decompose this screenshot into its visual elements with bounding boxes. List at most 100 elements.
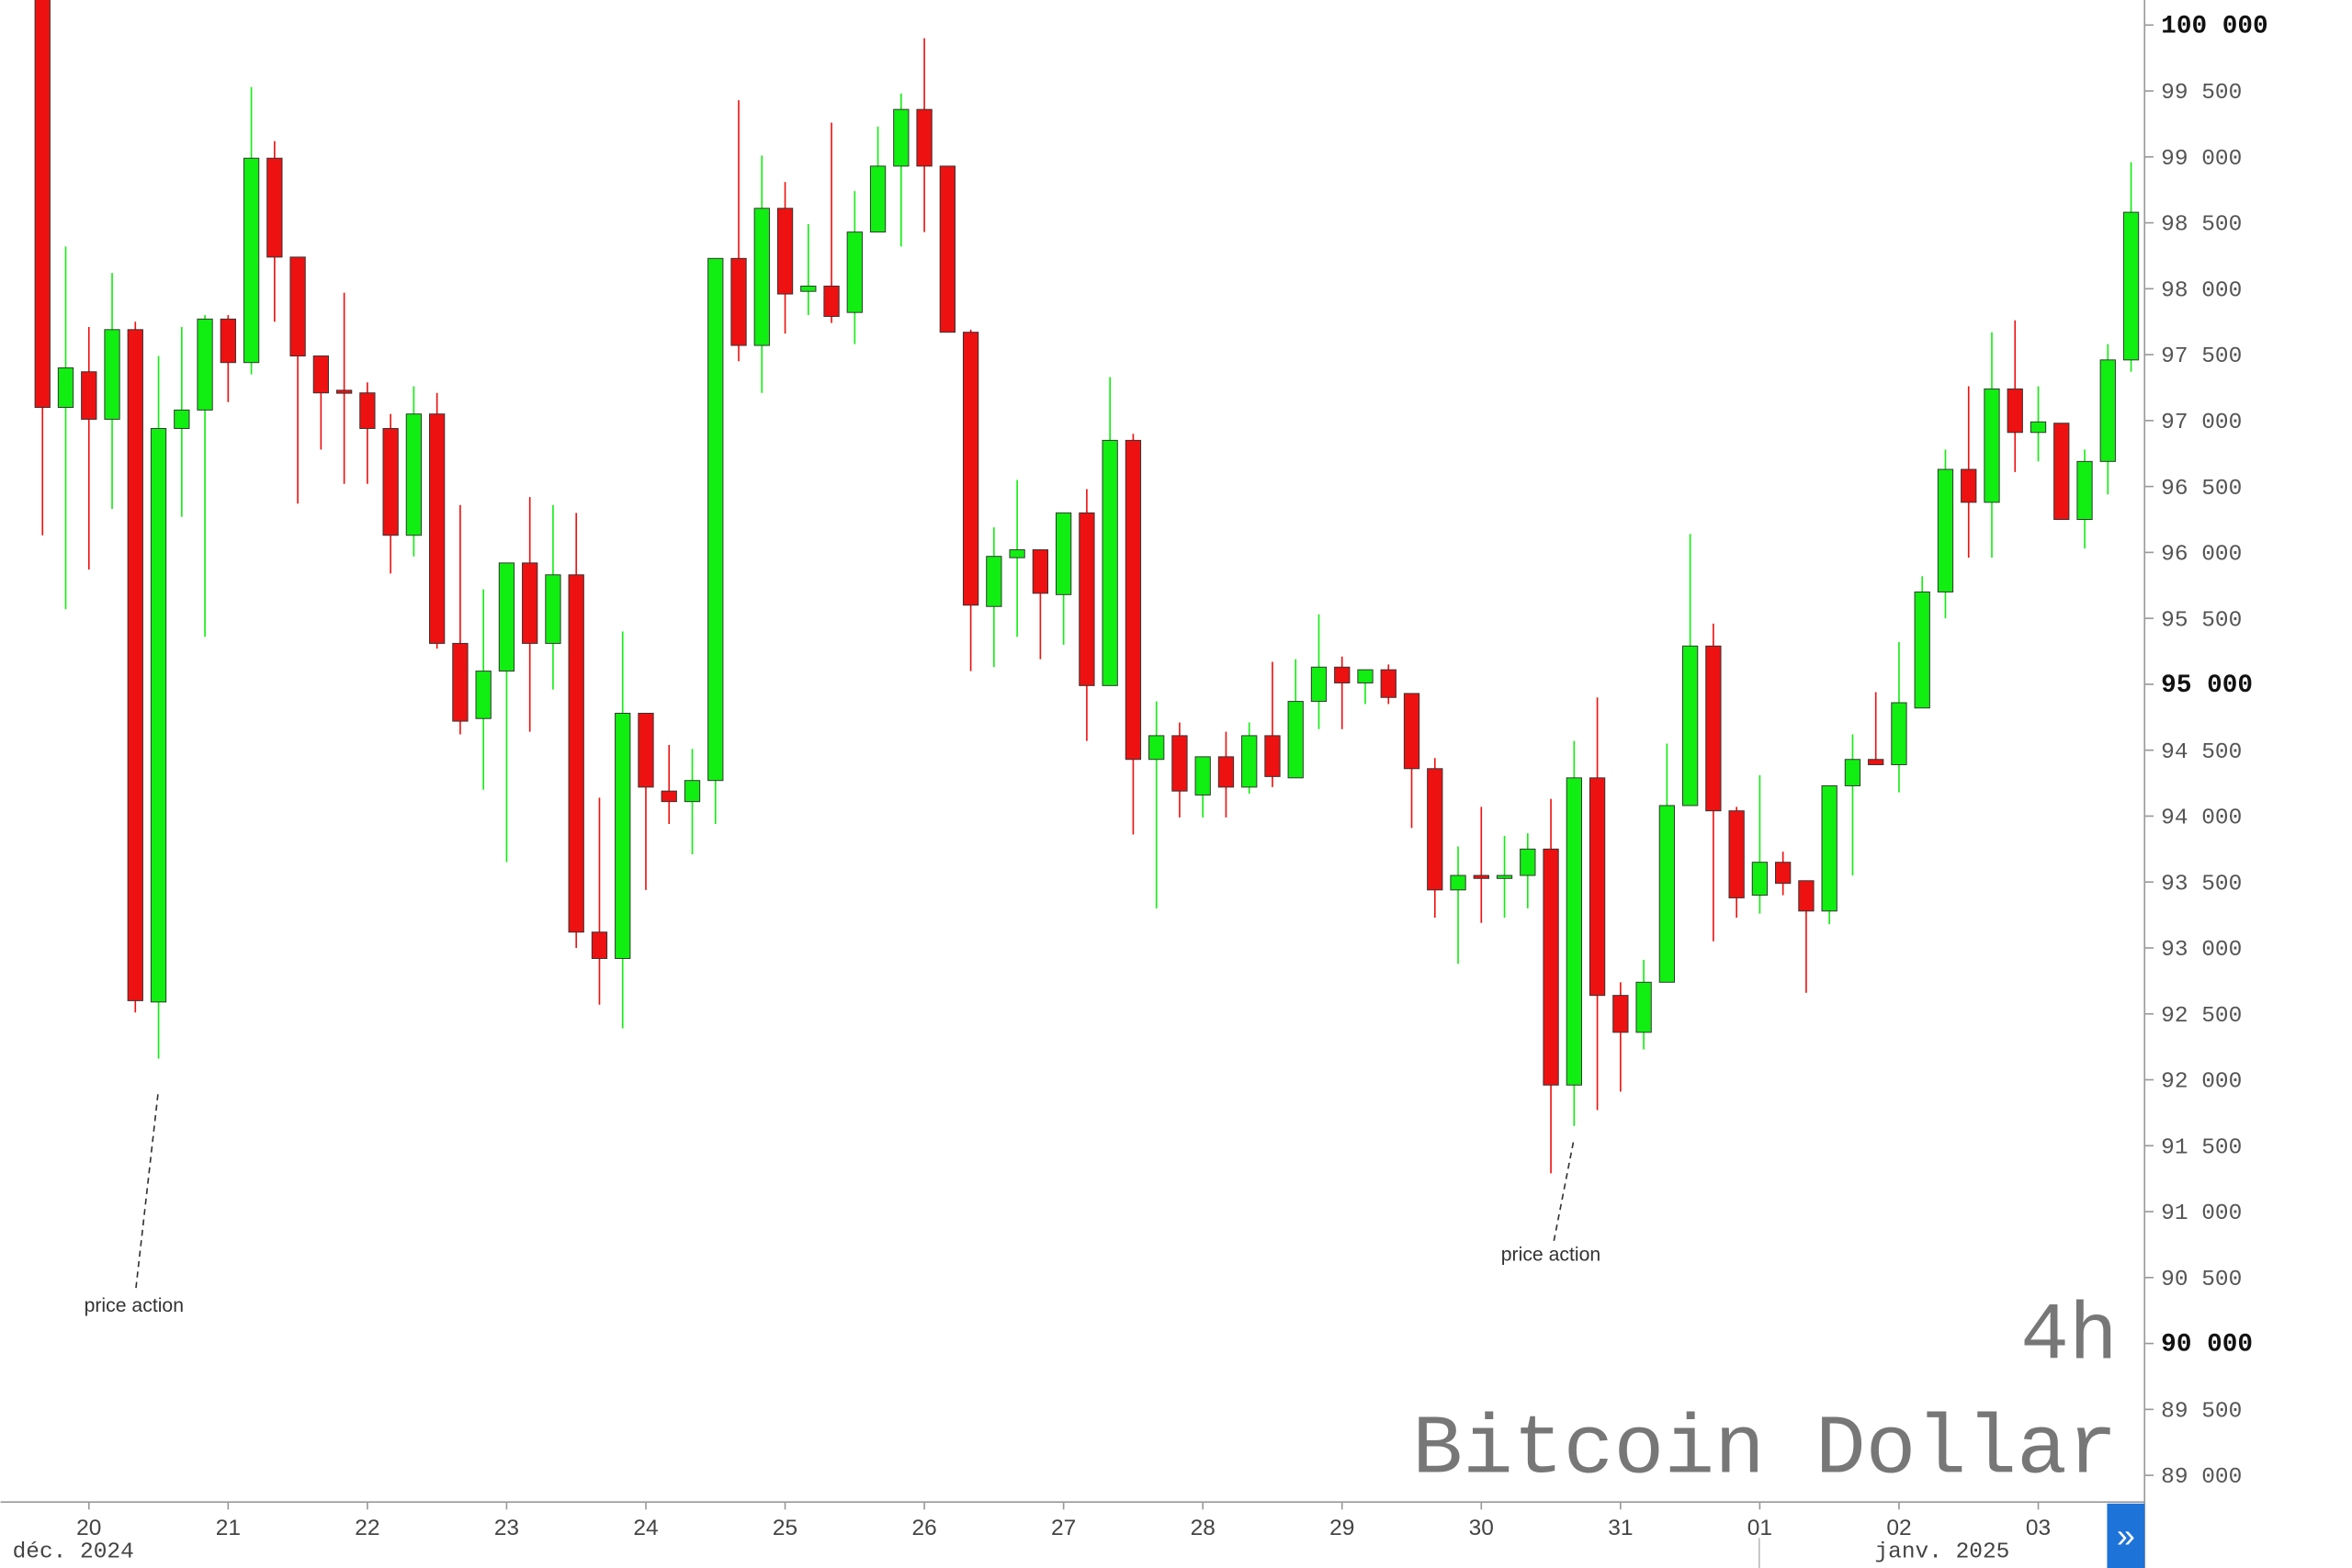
candle-body bbox=[1520, 848, 1536, 876]
plot-area bbox=[34, 0, 2140, 1174]
candle-body bbox=[1427, 768, 1443, 891]
x-tick-label: 01 bbox=[1747, 1516, 1772, 1540]
x-tick-label: 31 bbox=[1608, 1516, 1633, 1540]
candle-body bbox=[776, 208, 794, 295]
candle-body bbox=[1914, 591, 1930, 709]
y-tick-label: 93 500 bbox=[2161, 872, 2242, 897]
y-tick-label: 96 000 bbox=[2161, 543, 2242, 568]
candle-body bbox=[916, 108, 933, 167]
candle-body bbox=[266, 157, 283, 258]
candle-body bbox=[1589, 777, 1606, 997]
candle-body bbox=[615, 713, 631, 959]
candle-body bbox=[1681, 645, 1699, 807]
candle-body bbox=[707, 257, 724, 782]
candle-body bbox=[243, 157, 260, 364]
candle-body bbox=[2122, 211, 2140, 361]
scroll-button-icon[interactable]: » bbox=[2117, 1517, 2135, 1554]
candle-body bbox=[57, 367, 74, 408]
candle-body bbox=[1102, 439, 1118, 686]
x-tick-label: 03 bbox=[2026, 1516, 2051, 1540]
candle-body bbox=[2030, 421, 2047, 434]
candle-body bbox=[475, 671, 492, 719]
candle-body bbox=[1984, 388, 2000, 503]
candle-body bbox=[823, 285, 840, 317]
candle-body bbox=[522, 562, 538, 644]
annotation: price action bbox=[1501, 1244, 1600, 1265]
candle-body bbox=[1705, 645, 1722, 812]
y-tick-label: 95 000 bbox=[2161, 671, 2253, 700]
x-tick-label: 21 bbox=[216, 1516, 241, 1540]
candle-body bbox=[753, 208, 770, 346]
x-tick-label: 25 bbox=[773, 1516, 797, 1540]
candle-body bbox=[429, 413, 446, 644]
candle-body bbox=[2099, 359, 2116, 462]
candle-body bbox=[312, 355, 330, 394]
candle-body bbox=[545, 574, 561, 644]
candle-body bbox=[1403, 693, 1420, 770]
x-tick-label: 20 bbox=[76, 1516, 101, 1540]
candle-body bbox=[1241, 735, 1258, 788]
candle-body bbox=[1217, 756, 1235, 788]
candle-body bbox=[335, 389, 353, 394]
y-tick-label: 92 500 bbox=[2161, 1004, 2242, 1029]
candle-body bbox=[104, 329, 120, 420]
candle-body bbox=[869, 165, 887, 233]
x-tick-label: 22 bbox=[355, 1516, 379, 1540]
candle-body bbox=[661, 790, 677, 803]
y-tick-label: 98 500 bbox=[2161, 213, 2242, 238]
month-label: déc. 2024 bbox=[13, 1540, 134, 1565]
candle-body bbox=[1658, 805, 1676, 983]
candle-body bbox=[1264, 735, 1281, 777]
candle-body bbox=[730, 257, 747, 346]
candle-body bbox=[893, 108, 910, 167]
candle-body bbox=[800, 285, 817, 292]
candle-body bbox=[1891, 702, 1907, 765]
candle-body bbox=[1496, 874, 1513, 879]
candle-body bbox=[1775, 862, 1792, 885]
candle-body bbox=[1450, 874, 1466, 891]
candle-body bbox=[1357, 669, 1374, 683]
candle-body bbox=[591, 931, 608, 959]
candle-body bbox=[1844, 759, 1861, 786]
candle-body bbox=[1125, 439, 1142, 761]
candle-body bbox=[638, 713, 654, 788]
x-tick-label: 02 bbox=[1886, 1516, 1911, 1540]
candle-body bbox=[359, 392, 376, 429]
candle-body bbox=[1961, 468, 1977, 503]
candle-body bbox=[1728, 810, 1745, 898]
candle-body bbox=[405, 413, 423, 536]
x-tick-label: 28 bbox=[1191, 1516, 1216, 1540]
x-tick-label: 24 bbox=[633, 1516, 658, 1540]
candle-body bbox=[939, 165, 956, 333]
candle-body bbox=[1868, 759, 1884, 765]
candle-body bbox=[2076, 460, 2093, 520]
y-tick-label: 99 000 bbox=[2161, 147, 2242, 172]
candle-body bbox=[382, 427, 399, 536]
candle-body bbox=[1310, 666, 1328, 703]
y-tick-label: 89 000 bbox=[2161, 1465, 2242, 1490]
scroll-button[interactable] bbox=[2107, 1503, 2145, 1568]
x-tick-label: 30 bbox=[1469, 1516, 1494, 1540]
candle-body bbox=[1612, 995, 1629, 1033]
y-tick-label: 91 500 bbox=[2161, 1135, 2242, 1160]
candle-body bbox=[1635, 981, 1652, 1033]
candle-body bbox=[197, 318, 213, 411]
candle-body bbox=[1055, 512, 1072, 595]
candle-body bbox=[127, 329, 143, 1001]
month-label: janv. 2025 bbox=[1874, 1540, 2009, 1565]
candle-body bbox=[1194, 756, 1211, 795]
y-tick-label: 94 000 bbox=[2161, 807, 2242, 831]
x-tick-label: 23 bbox=[494, 1516, 519, 1540]
y-tick-label: 94 500 bbox=[2161, 740, 2242, 765]
x-tick-label: 29 bbox=[1329, 1516, 1354, 1540]
candle-body bbox=[289, 256, 306, 357]
chart-subtitle: 4h bbox=[2020, 1292, 2118, 1383]
y-tick-label: 92 000 bbox=[2161, 1070, 2242, 1095]
chart-title: Bitcoin Dollar bbox=[1412, 1404, 2118, 1498]
candle-body bbox=[1287, 701, 1304, 779]
candle-body bbox=[220, 318, 236, 364]
candle-body bbox=[568, 574, 584, 933]
candle-body bbox=[1032, 549, 1049, 594]
annotation-line bbox=[1553, 1142, 1575, 1242]
